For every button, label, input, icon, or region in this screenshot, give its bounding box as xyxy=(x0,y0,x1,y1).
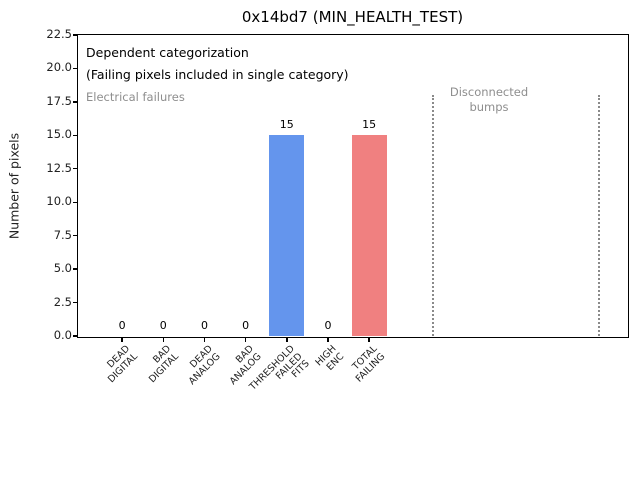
annotation-failing-note: (Failing pixels included in single categ… xyxy=(86,67,349,82)
x-tick-label: HIGH ENC xyxy=(313,343,346,373)
y-tick-mark xyxy=(73,34,78,36)
annotation-disconnected-bumps: Disconnected bumps xyxy=(449,85,529,114)
bar-value-label: 0 xyxy=(159,319,167,332)
y-axis-label: Number of pixels xyxy=(6,132,22,240)
bar-value-label: 15 xyxy=(362,118,377,132)
separator-line xyxy=(597,95,600,336)
x-tick-label: TOTAL FAILING xyxy=(350,343,387,385)
bar xyxy=(269,135,305,336)
y-tick-mark xyxy=(73,168,78,170)
bar-value-label: 0 xyxy=(118,319,126,332)
plot-frame xyxy=(76,33,629,338)
y-tick-label: 12.5 xyxy=(46,160,72,175)
y-tick-mark xyxy=(73,201,78,203)
y-tick-mark xyxy=(73,134,78,137)
y-tick-label: 17.5 xyxy=(46,93,72,108)
separator-line xyxy=(432,95,435,336)
x-tick-mark xyxy=(368,337,370,342)
annotation-dependent-categorization: Dependent categorization xyxy=(86,45,249,60)
y-tick-label: 15.0 xyxy=(46,127,72,142)
y-tick-label: 20.0 xyxy=(46,60,72,75)
bar xyxy=(351,135,387,336)
x-tick-mark xyxy=(203,337,206,342)
y-tick-mark xyxy=(73,234,78,237)
x-tick-mark xyxy=(286,337,288,342)
x-tick-mark xyxy=(162,337,164,342)
bar-value-label: 0 xyxy=(200,319,208,332)
y-tick-label: 2.5 xyxy=(53,294,72,309)
annotation-electrical-failures: Electrical failures xyxy=(86,90,185,104)
plot-area: Dependent categorization (Failing pixels… xyxy=(78,35,627,336)
y-tick-label: 0.0 xyxy=(53,328,72,342)
y-tick-label: 5.0 xyxy=(53,261,72,276)
y-tick-mark xyxy=(73,67,78,70)
chart-title: 0x14bd7 (MIN_HEALTH_TEST) xyxy=(241,8,464,26)
x-tick-mark xyxy=(327,337,329,342)
bar-value-label: 0 xyxy=(324,319,332,332)
x-tick-label: DEAD ANALOG xyxy=(185,343,222,387)
y-tick-label: 22.5 xyxy=(46,27,72,41)
y-tick-mark xyxy=(73,301,78,304)
x-tick-mark xyxy=(121,337,123,342)
y-tick-mark xyxy=(73,268,78,270)
bar-value-label: 15 xyxy=(279,118,294,132)
y-tick-label: 7.5 xyxy=(53,227,72,242)
y-tick-mark xyxy=(73,335,78,337)
bar-value-label: 0 xyxy=(242,319,250,332)
x-tick-mark xyxy=(244,337,247,342)
y-tick-label: 10.0 xyxy=(46,194,72,209)
x-tick-label: DEAD DIGITAL xyxy=(105,343,140,385)
y-tick-mark xyxy=(73,101,78,103)
x-tick-label: BAD DIGITAL xyxy=(146,343,181,385)
